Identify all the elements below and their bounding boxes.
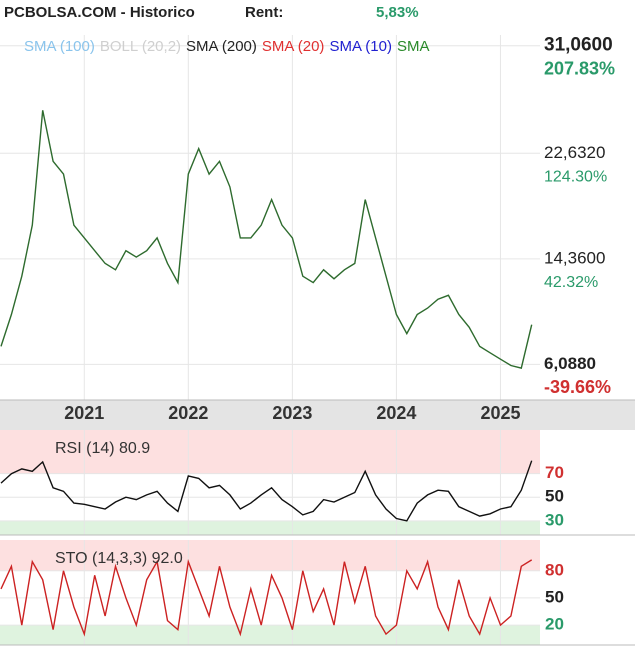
rent-value: 5,83% [376, 4, 419, 21]
x-tick-label: 2025 [480, 403, 520, 423]
y-pct-label: -39.66% [544, 377, 611, 397]
y-tick-label: 31,0600 [544, 35, 613, 56]
y-tick-label: 50 [545, 487, 564, 506]
y-pct-label: 42.32% [544, 274, 598, 291]
y-tick-label: 20 [545, 615, 564, 634]
x-tick-label: 2023 [272, 403, 312, 423]
y-tick-label: 50 [545, 587, 564, 606]
legend-entry: SMA (200) [186, 38, 257, 55]
y-tick-label: 70 [545, 463, 564, 482]
legend-entry: SMA (20) [262, 38, 325, 55]
panel-title: RSI (14) 80.9 [55, 440, 150, 457]
rent-label: Rent: [245, 4, 283, 21]
panel-title: STO (14,3,3) 92.0 [55, 550, 183, 567]
legend-entry: SMA (100) [24, 38, 95, 55]
legend-entry: SMA (10) [329, 38, 392, 55]
zone-band [0, 540, 540, 571]
y-tick-label: 6,0880 [544, 354, 596, 373]
data-line [0, 460, 533, 522]
legend-entry: BOLL (20,2) [100, 38, 181, 55]
zone-band [0, 430, 540, 474]
site-title: PCBOLSA.COM - Historico [4, 4, 195, 21]
y-tick-label: 80 [545, 560, 564, 579]
y-tick-label: 14,3600 [544, 248, 605, 267]
data-line [0, 110, 533, 369]
y-tick-label: 30 [545, 510, 564, 529]
y-pct-label: 124.30% [544, 168, 607, 185]
zone-band [0, 625, 540, 645]
x-tick-label: 2021 [64, 403, 104, 423]
x-tick-label: 2024 [376, 403, 416, 423]
legend-entry: SMA [397, 38, 430, 55]
x-axis-band [0, 400, 635, 430]
x-tick-label: 2022 [168, 403, 208, 423]
y-pct-label: 207.83% [544, 58, 615, 78]
zone-band [0, 520, 540, 535]
data-line [0, 558, 533, 637]
y-tick-label: 22,6320 [544, 143, 605, 162]
